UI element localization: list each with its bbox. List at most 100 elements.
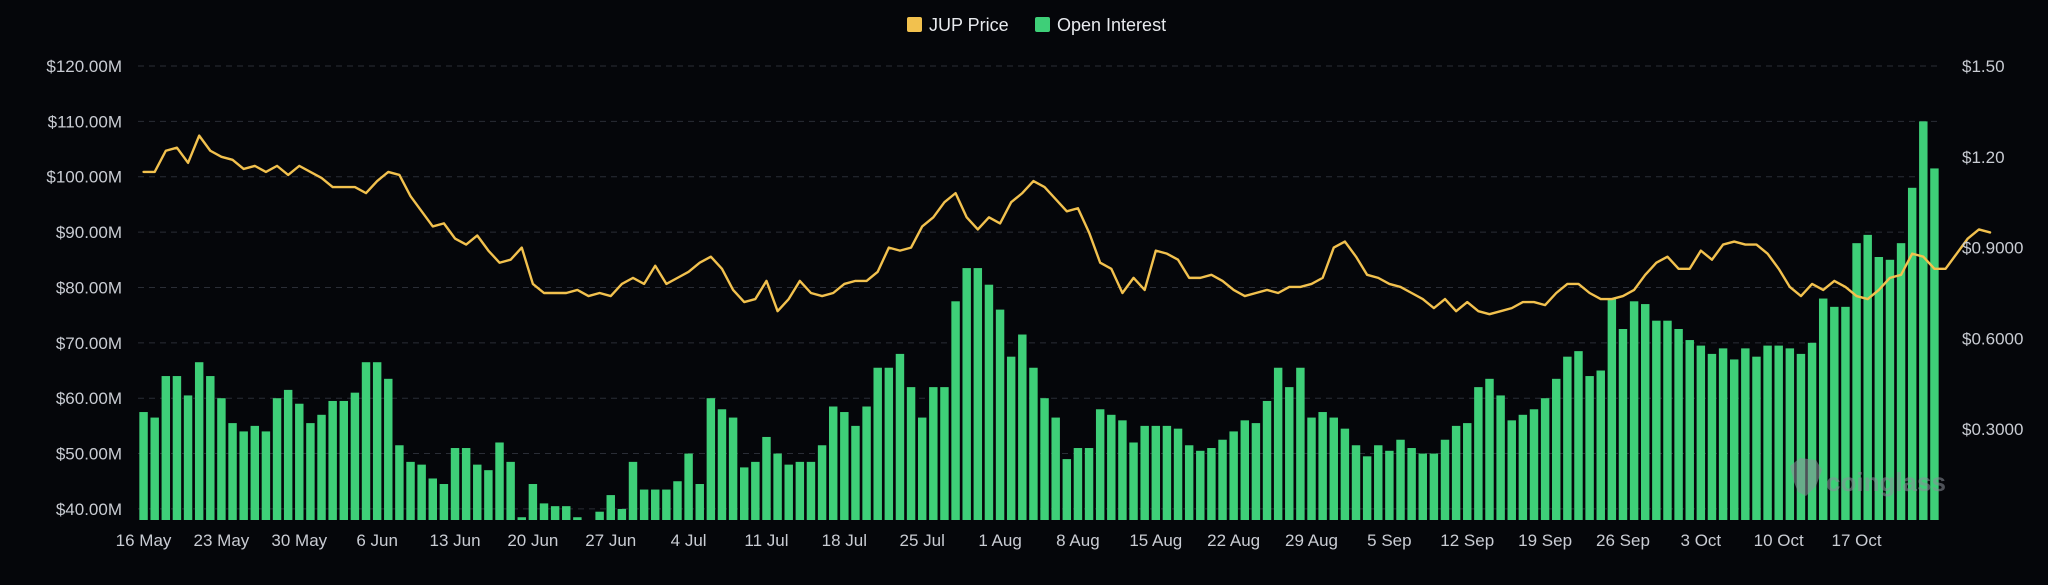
open-interest-bar	[1540, 398, 1550, 520]
legend-swatch	[1035, 17, 1050, 32]
open-interest-bar	[194, 362, 204, 520]
open-interest-bar	[1718, 348, 1728, 520]
open-interest-bar	[662, 489, 671, 520]
open-interest-bar	[906, 387, 916, 520]
y-axis-right: $0.3000 $0.6000 $0.9000 $1.20 $1.50	[1962, 57, 2023, 439]
open-interest-bar	[428, 478, 437, 520]
open-interest-bar	[206, 376, 215, 520]
open-interest-bar	[228, 423, 237, 520]
open-interest-bar	[740, 467, 749, 520]
open-interest-bar	[306, 423, 315, 520]
open-interest-bar	[1841, 306, 1850, 520]
y-left-tick-label: $90.00M	[56, 223, 122, 242]
x-tick-label: 17 Oct	[1832, 531, 1882, 550]
y-left-tick-label: $70.00M	[56, 334, 122, 353]
open-interest-bar	[1196, 450, 1205, 520]
open-interest-bar	[439, 484, 449, 520]
open-interest-bar	[484, 470, 493, 520]
open-interest-bar	[606, 495, 615, 520]
open-interest-bar	[1919, 121, 1928, 521]
y-left-tick-label: $60.00M	[56, 389, 122, 408]
open-interest-bar	[817, 445, 827, 520]
open-interest-bar	[1729, 359, 1739, 520]
open-interest-bar	[1385, 450, 1394, 520]
open-interest-bar	[517, 517, 526, 520]
open-interest-bar	[1374, 445, 1383, 520]
open-interest-bar	[473, 464, 482, 520]
legend: JUP Price Open Interest	[907, 15, 1166, 35]
x-tick-label: 5 Sep	[1367, 531, 1411, 550]
open-interest-bar	[461, 448, 471, 520]
x-tick-label: 3 Oct	[1681, 531, 1722, 550]
open-interest-bar	[1696, 345, 1706, 520]
open-interest-bar	[1084, 448, 1094, 520]
legend-item-label[interactable]: JUP Price	[929, 15, 1009, 35]
open-interest-bar	[1396, 439, 1405, 520]
open-interest-bar	[840, 412, 849, 520]
open-interest-bar	[984, 284, 994, 520]
open-interest-bar	[1596, 370, 1605, 520]
x-tick-label: 29 Aug	[1285, 531, 1338, 550]
open-interest-bar	[1563, 356, 1572, 520]
open-interest-bar	[1140, 425, 1149, 520]
x-tick-label: 1 Aug	[978, 531, 1022, 550]
open-interest-bar	[1807, 342, 1817, 520]
x-tick-label: 6 Jun	[356, 531, 398, 550]
open-interest-bar	[239, 431, 248, 520]
open-interest-bar	[250, 425, 260, 520]
open-interest-bar	[628, 461, 638, 520]
open-interest-bar	[751, 461, 760, 520]
open-interest-bar	[673, 481, 682, 520]
open-interest-bar	[1218, 439, 1227, 520]
open-interest-bar	[1774, 345, 1783, 520]
open-interest-bar	[1129, 442, 1138, 520]
x-tick-label: 15 Aug	[1129, 531, 1182, 550]
open-interest-bar	[1351, 445, 1361, 520]
open-interest-bar	[973, 268, 983, 520]
open-interest-bar	[495, 442, 504, 520]
open-interest-bars	[139, 121, 1939, 521]
y-left-tick-label: $80.00M	[56, 278, 122, 297]
open-interest-bar	[1885, 259, 1895, 520]
y-left-tick-label: $120.00M	[46, 57, 122, 76]
open-interest-bar	[929, 387, 938, 520]
legend-swatch	[907, 17, 922, 32]
open-interest-bar	[695, 484, 704, 520]
open-interest-bar	[506, 461, 515, 520]
legend-item-label[interactable]: Open Interest	[1057, 15, 1166, 35]
open-interest-bar	[1162, 425, 1172, 520]
x-axis: 16 May 23 May 30 May 6 Jun 13 Jun 20 Jun 27 Ju…	[116, 531, 1882, 550]
open-interest-bar	[828, 406, 838, 520]
open-interest-bar	[1818, 298, 1828, 520]
open-interest-bar	[161, 376, 171, 520]
y-left-tick-label: $100.00M	[46, 168, 122, 187]
open-interest-bar	[1229, 431, 1238, 520]
open-interest-bar	[328, 400, 337, 520]
y-right-tick-label: $1.20	[1962, 148, 2005, 167]
open-interest-bar	[1040, 398, 1049, 520]
open-interest-bar	[1240, 420, 1250, 520]
open-interest-bar	[139, 412, 148, 520]
x-tick-label: 10 Oct	[1754, 531, 1804, 550]
open-interest-bar	[639, 489, 649, 520]
open-interest-bar	[1607, 298, 1617, 520]
open-interest-bar	[940, 387, 949, 520]
x-tick-label: 23 May	[194, 531, 250, 550]
open-interest-bar	[1006, 356, 1016, 520]
x-tick-label: 16 May	[116, 531, 172, 550]
open-interest-bar	[317, 414, 326, 520]
open-interest-bar	[339, 400, 349, 520]
watermark-text: coinglass	[1826, 467, 1946, 497]
x-tick-label: 12 Sep	[1440, 531, 1494, 550]
open-interest-bar	[1896, 243, 1906, 521]
grid-lines	[138, 65, 1940, 510]
x-tick-label: 22 Aug	[1207, 531, 1260, 550]
open-interest-bar	[1852, 243, 1861, 521]
open-interest-bar	[261, 431, 271, 520]
open-interest-bar	[1629, 301, 1639, 520]
open-interest-bar	[550, 506, 560, 520]
y-right-tick-label: $0.9000	[1962, 239, 2023, 258]
open-interest-bar	[1296, 367, 1305, 520]
open-interest-bar	[851, 425, 860, 520]
